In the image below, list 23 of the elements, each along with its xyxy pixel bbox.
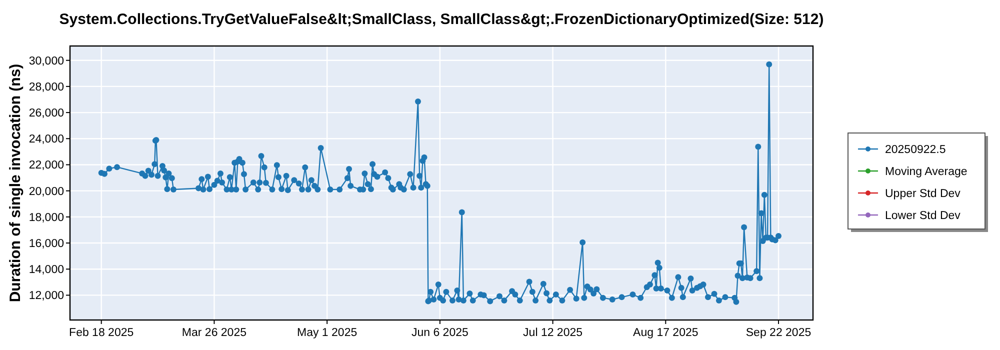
y-tick-label: 14,000 — [28, 264, 64, 276]
x-tick-label: Mar 26 2025 — [182, 327, 246, 339]
y-axis-title: Duration of single invocation (ns) — [7, 64, 24, 302]
x-tick-label: May 1 2025 — [297, 327, 358, 339]
chart-title: System.Collections.TryGetValueFalse&lt;SmallClass, SmallClass&gt;.FrozenDictionaryOptimized(Size: 512) — [59, 11, 824, 28]
legend-label: Moving Average — [885, 166, 968, 178]
y-tick-label: 16,000 — [28, 238, 64, 250]
y-tick-label: 24,000 — [28, 134, 64, 146]
y-tick-label: 30,000 — [28, 55, 64, 68]
x-tick-label: Aug 17 2025 — [633, 327, 698, 339]
y-tick-label: 18,000 — [28, 212, 64, 224]
legend-label: Upper Std Dev — [885, 188, 961, 200]
x-tick-label: Jul 12 2025 — [523, 327, 583, 339]
legend-label: 20250922.5 — [885, 144, 946, 156]
y-tick-label: 26,000 — [28, 108, 64, 120]
x-tick-label: Sep 22 2025 — [746, 327, 812, 339]
y-tick-label: 22,000 — [28, 160, 64, 172]
y-tick-label: 20,000 — [28, 186, 64, 198]
legend-label: Lower Std Dev — [885, 210, 961, 222]
y-tick-label: 28,000 — [28, 81, 64, 94]
x-tick-label: Feb 18 2025 — [69, 327, 134, 339]
x-tick-label: Jun 6 2025 — [411, 327, 468, 339]
y-tick-label: 12,000 — [28, 290, 64, 302]
